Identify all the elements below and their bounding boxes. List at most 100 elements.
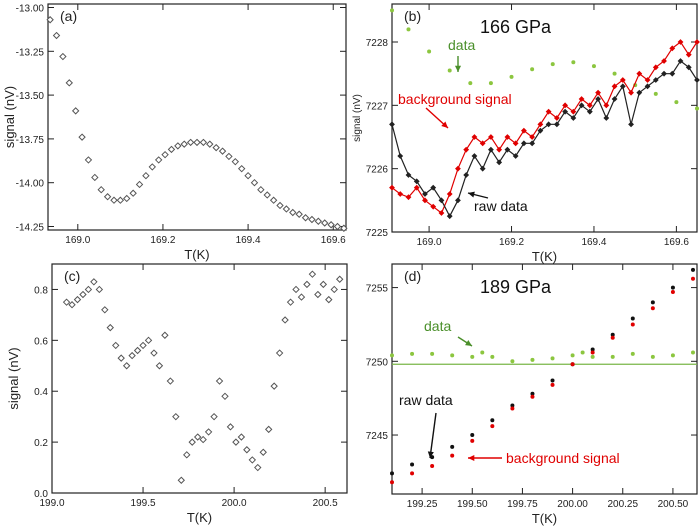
series-data [390, 350, 695, 364]
data-point [232, 438, 240, 446]
data-point [590, 347, 595, 352]
data-point [314, 290, 322, 299]
data-point [319, 280, 328, 289]
data-point [397, 191, 404, 197]
data-point [619, 83, 626, 90]
y-tick-label: -13.75 [16, 135, 45, 146]
y-axis-label: signal (nV) [2, 86, 17, 148]
data-point [630, 351, 635, 356]
data-point [71, 107, 80, 115]
data-point [282, 205, 291, 213]
data-point [644, 77, 651, 83]
data-point [661, 58, 667, 64]
data-point [450, 453, 455, 458]
data-point [694, 39, 700, 45]
data-point [167, 145, 176, 154]
data-point [677, 39, 684, 45]
data-point [545, 108, 552, 115]
data-point [610, 332, 615, 337]
data-point [652, 77, 659, 83]
data-point [303, 280, 311, 289]
y-axis-label: signal (nV) [352, 94, 363, 142]
data-point [275, 349, 284, 357]
annotation-label: background signal [398, 91, 512, 107]
data-point [490, 424, 495, 429]
data-point [193, 433, 202, 441]
data-point [446, 213, 453, 220]
arrow-head-icon [427, 451, 434, 458]
data-point [248, 456, 257, 464]
panel-label: (d) [404, 268, 421, 284]
data-point [281, 316, 289, 324]
data-point [690, 267, 695, 272]
data-point [685, 64, 692, 71]
data-point [177, 476, 185, 484]
data-point [110, 196, 118, 204]
data-point [537, 121, 544, 128]
data-point [611, 96, 618, 102]
data-point [690, 350, 695, 355]
data-point [550, 382, 555, 387]
y-tick-label: -14.00 [16, 179, 45, 190]
data-point [112, 341, 120, 350]
data-point [650, 354, 655, 359]
data-point [117, 354, 125, 362]
data-point [430, 184, 437, 191]
x-axis-label: T(K) [532, 249, 557, 264]
data-point [490, 354, 495, 359]
y-axis-label: signal (nV) [6, 347, 21, 409]
annotation-label: background signal [506, 450, 620, 466]
x-tick-label: 199.0 [39, 498, 64, 509]
data-point [237, 164, 246, 173]
x-tick-label: 169.2 [499, 237, 524, 248]
data-point [405, 172, 412, 178]
data-point [390, 471, 394, 476]
data-point [295, 210, 303, 218]
data-point [405, 194, 412, 201]
panel-label: (b) [404, 8, 421, 24]
data-point [480, 350, 485, 355]
data-point [471, 153, 478, 159]
x-tick-label: 169.2 [150, 235, 175, 246]
data-point [206, 140, 214, 148]
series-raw-data [389, 58, 700, 220]
y-tick-label: -13.25 [16, 47, 45, 58]
data-point [470, 433, 475, 438]
data-point [139, 341, 147, 350]
data-point [231, 157, 240, 166]
data-point [586, 102, 593, 109]
data-point [180, 140, 188, 148]
data-point [286, 298, 295, 306]
series-line [391, 60, 698, 218]
annotation-label: raw data [474, 198, 528, 214]
data-point [154, 156, 163, 164]
x-tick-label: 199.25 [407, 499, 438, 510]
x-tick-label: 169.4 [236, 235, 261, 246]
data-point [644, 83, 651, 90]
data-point [188, 438, 196, 446]
data-point [570, 108, 577, 115]
data-point [590, 350, 595, 355]
x-tick-label: 169.0 [417, 237, 442, 248]
data-point [292, 285, 300, 294]
data-point [455, 197, 461, 204]
data-point [496, 146, 503, 153]
data-point [510, 406, 515, 411]
data-point [570, 362, 575, 367]
data-point [427, 49, 432, 54]
data-point [116, 196, 125, 204]
data-point [450, 444, 455, 449]
data-point [397, 153, 404, 159]
panel-title: 189 GPa [480, 277, 552, 297]
data-point [95, 285, 104, 294]
data-point [571, 60, 576, 65]
data-point [670, 353, 675, 358]
data-point [97, 185, 105, 194]
y-tick-label: 0.2 [34, 438, 48, 449]
data-point [562, 108, 569, 115]
data-point [161, 150, 169, 159]
x-tick-label: 199.50 [457, 499, 488, 510]
y-tick-label: -14.25 [16, 222, 45, 233]
x-axis-label: T(K) [532, 511, 557, 526]
data-point [101, 306, 109, 314]
